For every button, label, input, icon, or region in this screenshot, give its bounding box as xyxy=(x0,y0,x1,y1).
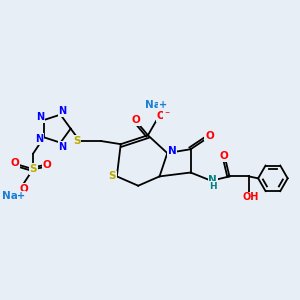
Text: S: S xyxy=(73,136,81,146)
Text: O: O xyxy=(219,151,228,161)
Text: N: N xyxy=(36,112,44,122)
Text: O: O xyxy=(19,184,28,194)
Text: O: O xyxy=(10,158,19,168)
Text: N: N xyxy=(58,142,67,152)
Text: N: N xyxy=(58,106,67,116)
Text: O: O xyxy=(131,115,140,125)
Text: Na: Na xyxy=(145,100,161,110)
Text: Na: Na xyxy=(2,191,18,201)
Text: ⁻: ⁻ xyxy=(164,110,169,120)
Text: S: S xyxy=(29,164,37,174)
Text: O: O xyxy=(43,160,51,170)
Text: +: + xyxy=(159,100,167,110)
Text: N: N xyxy=(35,134,44,144)
Text: N: N xyxy=(208,175,217,184)
Text: S: S xyxy=(108,171,116,182)
Text: O: O xyxy=(205,130,214,141)
Text: OH: OH xyxy=(243,192,259,203)
Text: +: + xyxy=(17,191,26,201)
Text: N: N xyxy=(168,146,176,156)
Text: O: O xyxy=(156,112,165,122)
Text: H: H xyxy=(209,182,217,191)
